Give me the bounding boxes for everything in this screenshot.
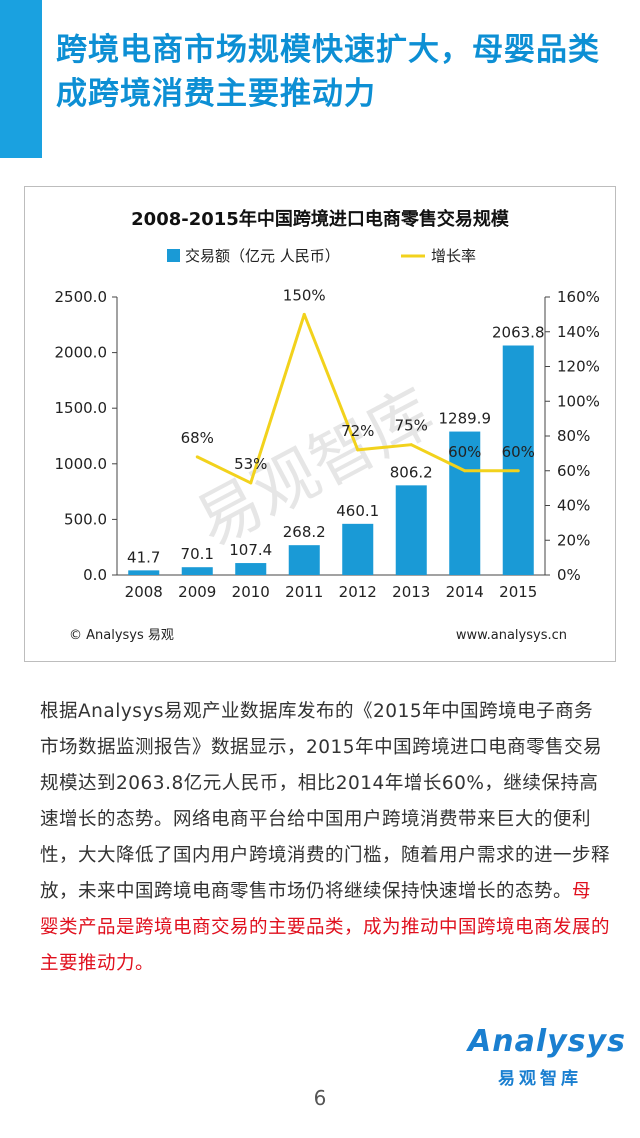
chart-source: © Analysys 易观 [69, 628, 174, 643]
bar-value-label: 1289.9 [439, 410, 492, 428]
growth-rate-point [249, 481, 253, 485]
legend-bar-swatch [167, 249, 180, 262]
bar-value-label: 2063.8 [492, 324, 545, 342]
body-text: 根据Analysys易观产业数据库发布的《2015年中国跨境电子商务市场数据监测… [40, 701, 611, 902]
growth-rate-label: 60% [448, 443, 481, 461]
bar [502, 345, 534, 575]
bar-value-label: 70.1 [181, 545, 214, 563]
chart-website: www.analysys.cn [456, 628, 567, 643]
x-tick-label: 2014 [446, 583, 484, 601]
right-tick-label: 120% [557, 358, 600, 376]
x-tick-label: 2011 [285, 583, 323, 601]
chart-title: 2008-2015年中国跨境进口电商零售交易规模 [131, 208, 510, 230]
growth-rate-point [195, 455, 199, 459]
bar [449, 431, 481, 575]
right-tick-label: 0% [557, 566, 581, 584]
left-tick-label: 500.0 [64, 510, 107, 528]
growth-rate-point [516, 469, 520, 473]
bar-value-label: 460.1 [336, 502, 379, 520]
growth-rate-point [463, 469, 467, 473]
logo-chinese-name: 易观智库 [498, 1069, 582, 1089]
growth-rate-point [356, 448, 360, 452]
highlight-text: 母婴类产品是跨境电商交易的主要品类，成为推动中国跨境电商发展的主要推动力。 [40, 881, 611, 974]
page-number: 6 [313, 1086, 327, 1110]
body-paragraph: 根据Analysys易观产业数据库发布的《2015年中国跨境电子商务市场数据监测… [40, 694, 610, 982]
bar [342, 523, 374, 575]
bar-value-label: 41.7 [127, 548, 160, 566]
analysys-logo: Analysys 易观智库 [468, 1024, 628, 1094]
left-tick-label: 2000.0 [55, 344, 108, 362]
bar-value-label: 107.4 [229, 541, 272, 559]
x-tick-label: 2012 [339, 583, 377, 601]
right-tick-label: 80% [557, 427, 590, 445]
right-tick-label: 60% [557, 462, 590, 480]
legend-line-label: 增长率 [431, 247, 476, 265]
left-tick-label: 1000.0 [55, 455, 108, 473]
bar-value-label: 268.2 [283, 523, 326, 541]
x-tick-label: 2009 [178, 583, 216, 601]
growth-rate-label: 60% [502, 443, 535, 461]
right-tick-label: 100% [557, 392, 600, 410]
bar [395, 485, 427, 575]
bar [235, 563, 267, 575]
legend-bar-label: 交易额（亿元 人民币） [185, 247, 340, 265]
x-tick-label: 2008 [125, 583, 163, 601]
bar [128, 570, 160, 575]
logo-wordmark: Analysys [468, 1024, 626, 1059]
right-tick-label: 160% [557, 288, 600, 306]
growth-rate-label: 68% [181, 429, 214, 447]
growth-rate-label: 150% [283, 286, 326, 304]
growth-rate-label: 75% [395, 417, 428, 435]
bar [181, 567, 213, 575]
right-tick-label: 40% [557, 497, 590, 515]
x-tick-label: 2010 [232, 583, 270, 601]
bar [288, 545, 320, 575]
right-tick-label: 140% [557, 323, 600, 341]
growth-rate-label: 53% [234, 455, 267, 473]
left-tick-label: 0.0 [83, 566, 107, 584]
growth-rate-label: 72% [341, 422, 374, 440]
page-title: 跨境电商市场规模快速扩大，母婴品类成跨境消费主要推动力 [56, 32, 600, 112]
growth-rate-point [302, 312, 306, 316]
left-tick-label: 1500.0 [55, 399, 108, 417]
right-tick-label: 20% [557, 531, 590, 549]
bar-value-label: 806.2 [390, 463, 433, 481]
x-tick-label: 2015 [499, 583, 537, 601]
growth-rate-point [409, 443, 413, 447]
chart-card: 易观智库 2008-2015年中国跨境进口电商零售交易规模 交易额（亿元 人民币）增… [24, 186, 616, 662]
header-accent-bar [0, 0, 42, 158]
left-tick-label: 2500.0 [55, 288, 108, 306]
x-tick-label: 2013 [392, 583, 430, 601]
